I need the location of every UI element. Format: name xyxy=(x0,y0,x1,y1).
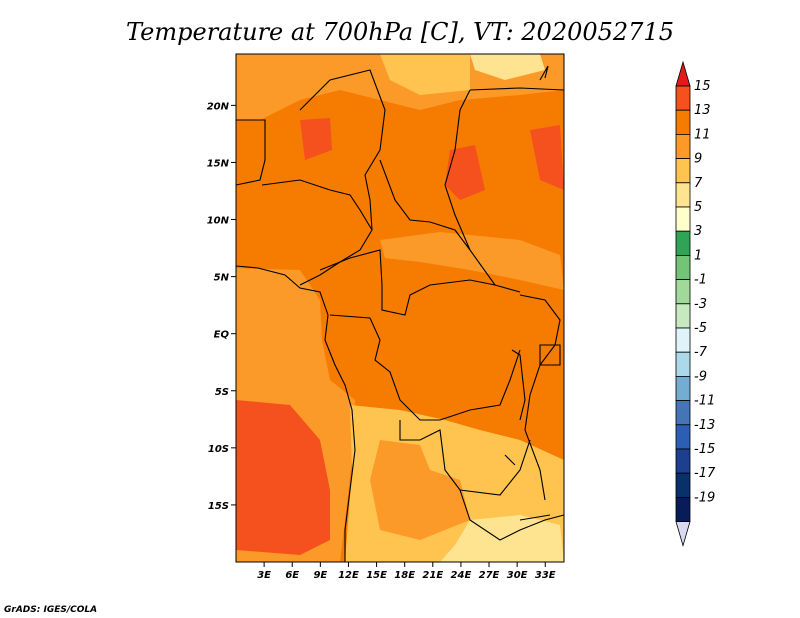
colorbar-bottom-arrow xyxy=(675,521,691,548)
country-borders xyxy=(235,65,565,562)
field-central-band xyxy=(380,232,564,290)
map-panel xyxy=(235,53,565,563)
colorbar-label: -19 xyxy=(694,490,715,505)
colorbar-label: -15 xyxy=(694,442,715,457)
colorbar-segment xyxy=(675,133,691,159)
colorbar-segment xyxy=(675,230,691,256)
x-tick-label: 30E xyxy=(507,570,528,581)
x-axis-ticks: 3E 6E 9E 12E 15E 18E 21E 24E 27E 30E 33E xyxy=(257,562,556,581)
field-warm-ocean-core xyxy=(236,400,330,555)
colorbar: 15 13 11 9 7 5 3 1 -1 -3 -5 -7 -9 -11 -13 -15 -17 -19 xyxy=(675,60,716,548)
colorbar-segment xyxy=(675,327,691,353)
y-tick-label: 5S xyxy=(215,387,229,398)
colorbar-segment xyxy=(675,351,691,377)
colorbar-segment xyxy=(675,254,691,280)
colorbar-segment xyxy=(675,472,691,498)
colorbar-label: -11 xyxy=(694,394,715,409)
chart-title: Temperature at 700hPa [C], VT: 202005271… xyxy=(126,18,674,46)
x-tick-label: 6E xyxy=(285,570,299,581)
x-tick-label: 27E xyxy=(479,570,500,581)
y-tick-label: 10N xyxy=(207,216,230,227)
y-tick-label: 10S xyxy=(208,444,229,455)
colorbar-top-arrow xyxy=(675,60,691,87)
field-warm-core-1 xyxy=(300,118,332,160)
y-tick-label: 15S xyxy=(208,501,229,512)
colorbar-segment xyxy=(675,375,691,401)
x-tick-label: 3E xyxy=(257,570,271,581)
colorbar-label: 11 xyxy=(694,127,711,142)
x-tick-label: 18E xyxy=(394,570,415,581)
x-tick-label: 33E xyxy=(535,570,556,581)
colorbar-segment xyxy=(675,182,691,208)
field-pale-north xyxy=(470,54,545,80)
colorbar-segment xyxy=(675,206,691,232)
field-warm-core-3 xyxy=(530,125,564,190)
y-tick-label: EQ xyxy=(214,330,230,341)
x-tick-label: 12E xyxy=(338,570,359,581)
colorbar-label: 3 xyxy=(694,224,702,239)
colorbar-segment xyxy=(675,303,691,329)
field-warm-south-core xyxy=(370,440,470,540)
field-very-cool-north xyxy=(380,54,470,95)
colorbar-label: -3 xyxy=(694,297,707,312)
colorbar-label: 1 xyxy=(694,248,702,263)
colorbar-label: -7 xyxy=(694,345,708,360)
x-tick-label: 24E xyxy=(451,570,472,581)
colorbar-segment xyxy=(675,109,691,135)
colorbar-segment xyxy=(675,158,691,184)
x-tick-label: 15E xyxy=(366,570,387,581)
colorbar-label: -5 xyxy=(694,321,707,336)
map-frame xyxy=(235,53,565,563)
colorbar-segment xyxy=(675,424,691,450)
y-axis-ticks: 20N 15N 10N 5N EQ 5S 10S 15S xyxy=(207,101,236,512)
colorbar-label: -17 xyxy=(694,466,716,481)
colorbar-segment xyxy=(675,448,691,474)
colorbar-label: -13 xyxy=(694,418,715,433)
colorbar-label: 9 xyxy=(694,152,702,167)
colorbar-label: 13 xyxy=(694,103,711,118)
colorbar-label: -1 xyxy=(694,273,707,288)
x-tick-label: 9E xyxy=(313,570,327,581)
colorbar-label: 5 xyxy=(694,200,702,215)
y-tick-label: 15N xyxy=(207,158,230,169)
colorbar-segment xyxy=(675,85,691,111)
y-tick-label: 20N xyxy=(207,101,230,112)
x-tick-label: 21E xyxy=(422,570,443,581)
colorbar-label: 15 xyxy=(694,79,711,94)
y-tick-label: 5N xyxy=(214,273,230,284)
field-warm-core-2 xyxy=(445,145,485,200)
colorbar-segment xyxy=(675,279,691,305)
colorbar-label: 7 xyxy=(694,176,703,191)
colorbar-segment xyxy=(675,496,691,522)
colorbar-label: -9 xyxy=(694,369,707,384)
colorbar-segment xyxy=(675,400,691,426)
credit-label: GrADS: IGES/COLA xyxy=(4,605,97,615)
